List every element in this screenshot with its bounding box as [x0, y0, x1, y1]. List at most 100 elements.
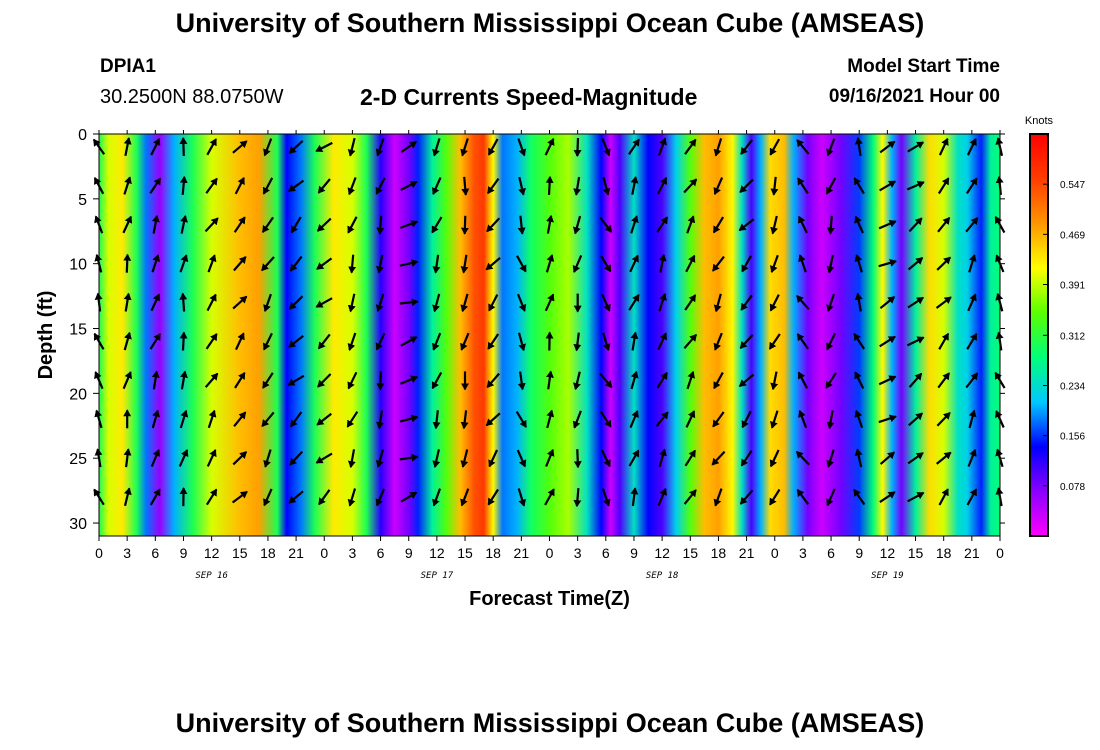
- colorbar-tick-label: 0.078: [1060, 482, 1085, 493]
- current-vector-arrow: [375, 488, 386, 507]
- current-vector-arrow: [289, 255, 303, 272]
- current-vector-arrow: [878, 375, 897, 386]
- current-vector-arrow: [658, 293, 667, 312]
- current-vector-arrow: [965, 177, 978, 194]
- current-vector-arrow: [854, 409, 864, 429]
- current-vector-arrow: [287, 179, 305, 193]
- current-vector-arrow: [206, 138, 217, 156]
- current-vector-arrow: [122, 215, 133, 234]
- current-vector-arrow: [629, 254, 639, 273]
- current-vector-arrow: [347, 293, 356, 313]
- current-vector-arrow: [545, 448, 555, 467]
- current-vector-arrow: [346, 411, 359, 428]
- current-vector-arrow: [599, 411, 612, 428]
- current-vector-arrow: [206, 293, 217, 312]
- current-vector-arrow: [347, 216, 358, 234]
- current-vector-arrow: [686, 370, 696, 390]
- current-vector-arrow: [518, 176, 526, 196]
- current-vector-arrow: [965, 372, 979, 389]
- colorbar-unit-label: Knots: [1025, 115, 1054, 127]
- current-vector-arrow: [908, 217, 923, 233]
- current-vector-arrow: [712, 411, 725, 428]
- current-vector-arrow: [179, 292, 188, 312]
- x-tick-label: 18: [711, 545, 727, 561]
- current-vector-arrow: [544, 488, 555, 506]
- current-vector-arrow: [826, 488, 836, 507]
- y-axis-title: Depth (ft): [35, 291, 57, 380]
- current-vector-arrow: [854, 137, 863, 157]
- current-vector-arrow: [432, 254, 441, 274]
- current-vector-arrow: [231, 490, 248, 504]
- current-vector-arrow: [655, 411, 669, 427]
- current-vector-arrow: [288, 295, 304, 310]
- current-vector-arrow: [375, 332, 386, 351]
- current-vector-arrow: [317, 333, 331, 350]
- current-vector-arrow: [544, 137, 555, 156]
- date-label: SEP 18: [646, 571, 679, 581]
- current-vector-arrow: [628, 294, 640, 311]
- current-vector-arrow: [602, 176, 611, 196]
- current-vector-arrow: [602, 332, 611, 352]
- current-vector-arrow: [826, 410, 835, 430]
- current-vector-arrow: [741, 410, 752, 429]
- current-vector-arrow: [686, 215, 696, 234]
- current-vector-arrow: [936, 412, 951, 427]
- current-vector-arrow: [375, 177, 386, 195]
- current-vector-arrow: [180, 215, 188, 234]
- station-coordinates: 30.2500N 88.0750W: [100, 86, 284, 108]
- current-vector-arrow: [123, 292, 132, 312]
- current-vector-arrow: [630, 215, 639, 234]
- current-vector-arrow: [376, 410, 385, 430]
- current-vector-arrow: [798, 215, 808, 234]
- x-tick-label: 12: [204, 545, 220, 561]
- x-tick-label: 21: [739, 545, 755, 561]
- current-vector-arrow: [460, 410, 469, 430]
- current-vector-arrow: [348, 254, 357, 274]
- current-vector-arrow: [347, 332, 357, 351]
- current-vector-arrow: [741, 255, 752, 273]
- current-vector-arrow: [315, 141, 333, 153]
- current-vector-arrow: [907, 452, 924, 465]
- current-vector-arrow: [713, 138, 723, 157]
- current-vector-arrow: [207, 409, 217, 429]
- current-vector-arrow: [965, 217, 979, 233]
- current-vector-arrow: [487, 138, 499, 156]
- current-vector-arrow: [150, 138, 161, 156]
- current-vector-arrow: [400, 140, 418, 153]
- current-vector-arrow: [684, 449, 697, 467]
- current-vector-arrow: [657, 177, 668, 195]
- current-vector-arrow: [400, 491, 418, 503]
- current-vector-arrow: [205, 177, 218, 194]
- current-vector-arrow: [601, 138, 611, 157]
- current-vector-arrow: [123, 448, 132, 468]
- current-vector-arrow: [826, 138, 836, 157]
- current-vector-arrow: [628, 449, 640, 467]
- current-vector-arrow: [204, 372, 219, 388]
- current-vector-arrow: [122, 371, 133, 390]
- current-vector-arrow: [770, 410, 779, 429]
- current-vector-arrow: [233, 216, 246, 233]
- current-vector-arrow: [261, 256, 275, 272]
- current-vector-arrow: [657, 332, 667, 351]
- current-vector-arrow: [180, 370, 188, 390]
- current-vector-arrow: [399, 298, 419, 307]
- x-tick-label: 3: [123, 545, 131, 561]
- x-tick-label: 15: [232, 545, 248, 561]
- current-vector-arrow: [657, 137, 667, 156]
- current-vector-arrow: [573, 137, 582, 157]
- current-vector-arrow: [123, 253, 132, 273]
- x-tick-label: 0: [95, 545, 103, 561]
- current-vector-arrow: [290, 216, 302, 234]
- current-vector-arrow: [545, 175, 554, 195]
- current-vector-arrow: [968, 409, 977, 429]
- current-vector-arrow: [289, 411, 303, 428]
- current-vector-arrow: [399, 375, 419, 385]
- current-vector-arrow: [179, 137, 188, 157]
- current-vector-arrow: [738, 373, 755, 388]
- current-vector-arrow: [488, 294, 499, 312]
- current-vector-arrow: [347, 488, 357, 507]
- current-vector-arrow: [545, 254, 555, 273]
- x-tick-label: 12: [880, 545, 896, 561]
- current-vector-arrow: [151, 254, 161, 273]
- current-vector-arrow: [262, 177, 274, 195]
